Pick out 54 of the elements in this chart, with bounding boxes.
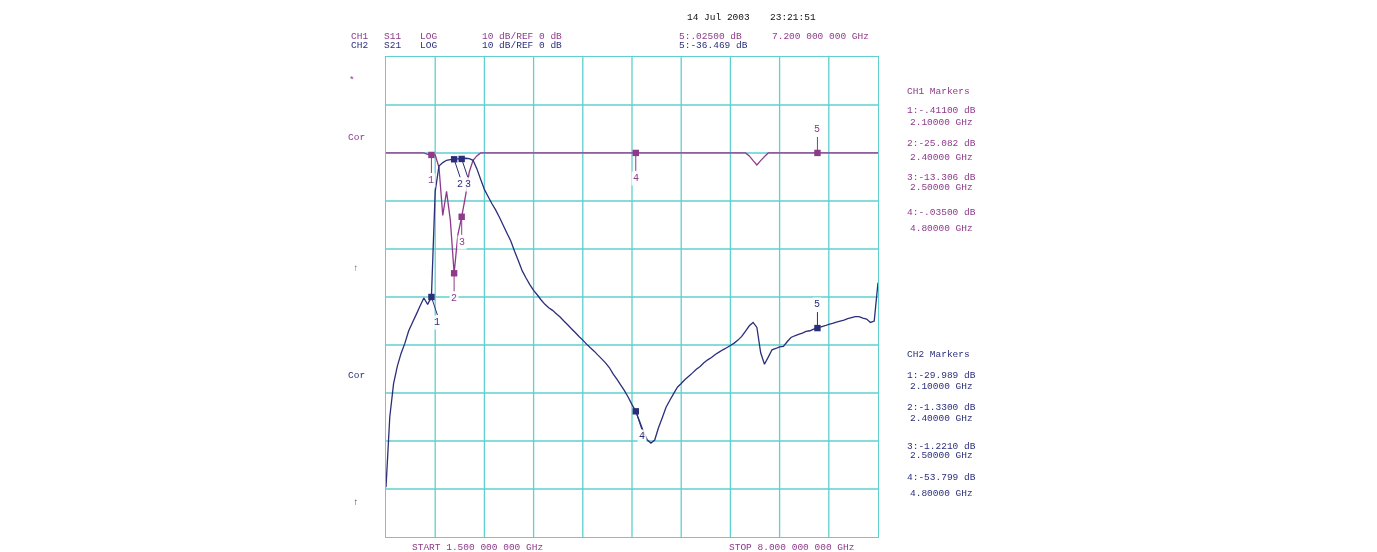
text: 1:-29.989 dB — [907, 370, 976, 381]
annotation: 4 — [639, 431, 646, 442]
text: S11 — [384, 31, 402, 42]
text: START 1.500 000 000 GHz — [412, 542, 544, 552]
annotation: 5 — [814, 299, 821, 310]
text: 10 dB/REF 0 dB — [482, 40, 563, 51]
point — [428, 151, 435, 159]
annotation: 2 — [457, 179, 464, 190]
text: 2.50000 GHz — [910, 182, 973, 193]
text: 5:-36.469 dB — [679, 40, 748, 51]
text: 1:-.41100 dB — [907, 105, 976, 116]
text: LOG — [420, 40, 438, 51]
text: S21 — [384, 40, 402, 51]
text: 4:-.03500 dB — [907, 207, 976, 218]
annotation: 2 — [451, 293, 458, 304]
text: 7.200 000 000 GHz — [772, 31, 869, 42]
text: 4.80000 GHz — [910, 223, 973, 234]
text: 2.40000 GHz — [910, 152, 973, 163]
text: CH1 Markers — [907, 86, 970, 97]
text: 2.10000 GHz — [910, 117, 973, 128]
text: * — [349, 75, 355, 86]
point — [458, 213, 465, 220]
text: 10 dB/REF 0 dB — [482, 31, 563, 42]
text: 3:-1.2210 dB — [907, 441, 976, 452]
text: Cor — [348, 132, 366, 143]
text: 5:.02500 dB — [679, 31, 743, 42]
annotation: 3 — [459, 237, 466, 248]
text: 23:21:51 — [770, 12, 816, 23]
annotation: 3 — [465, 179, 472, 190]
point — [814, 324, 821, 332]
point — [458, 155, 465, 163]
text: 2.50000 GHz — [910, 450, 973, 461]
text: STOP 8.000 000 000 GHz — [729, 542, 855, 552]
text: 5 — [814, 124, 821, 135]
point — [428, 293, 435, 301]
annotation: 1 — [428, 175, 435, 186]
annotation: 1 — [434, 317, 441, 328]
text: 2:-1.3300 dB — [907, 402, 976, 413]
text: CH2 Markers — [907, 349, 970, 360]
point — [814, 149, 821, 157]
text: CH1 — [351, 31, 369, 42]
text: CH2 — [351, 40, 369, 51]
text: 4.80000 GHz — [910, 488, 973, 499]
text: 2.40000 GHz — [910, 413, 973, 424]
text: ↑ — [353, 263, 359, 274]
text: Cor — [348, 370, 366, 381]
text: 4:-53.799 dB — [907, 472, 976, 483]
text: 14 Jul 2003 — [687, 12, 751, 23]
text: 2.10000 GHz — [910, 381, 973, 392]
text: ↑ — [353, 497, 359, 508]
text: LOG — [420, 31, 438, 42]
annotation: 4 — [633, 173, 640, 184]
text: 3:-13.306 dB — [907, 172, 976, 183]
text: 2:-25.082 dB — [907, 138, 976, 149]
